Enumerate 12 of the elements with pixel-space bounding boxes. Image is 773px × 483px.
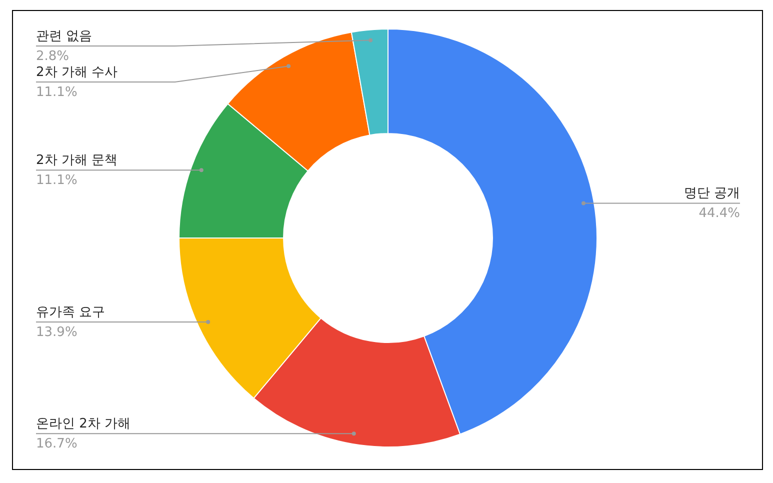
slice-label: 2차 가해 문책 (36, 153, 118, 168)
data-label: 11.1% (36, 85, 78, 100)
slice-label: 명단 공개 (684, 186, 740, 202)
slice-label: 온라인 2차 가해 (36, 416, 131, 432)
data-label: 13.9% (36, 324, 78, 340)
data-label: 11.1% (36, 173, 78, 188)
slice-label: 유가족 요구 (36, 304, 106, 320)
data-label: 16.7% (36, 436, 78, 452)
slice-label: 관련 없음 (36, 29, 92, 44)
data-label: 2.8% (36, 49, 70, 64)
data-label: 44.4% (698, 206, 740, 222)
slice-label: 2차 가해 수사 (36, 65, 118, 80)
